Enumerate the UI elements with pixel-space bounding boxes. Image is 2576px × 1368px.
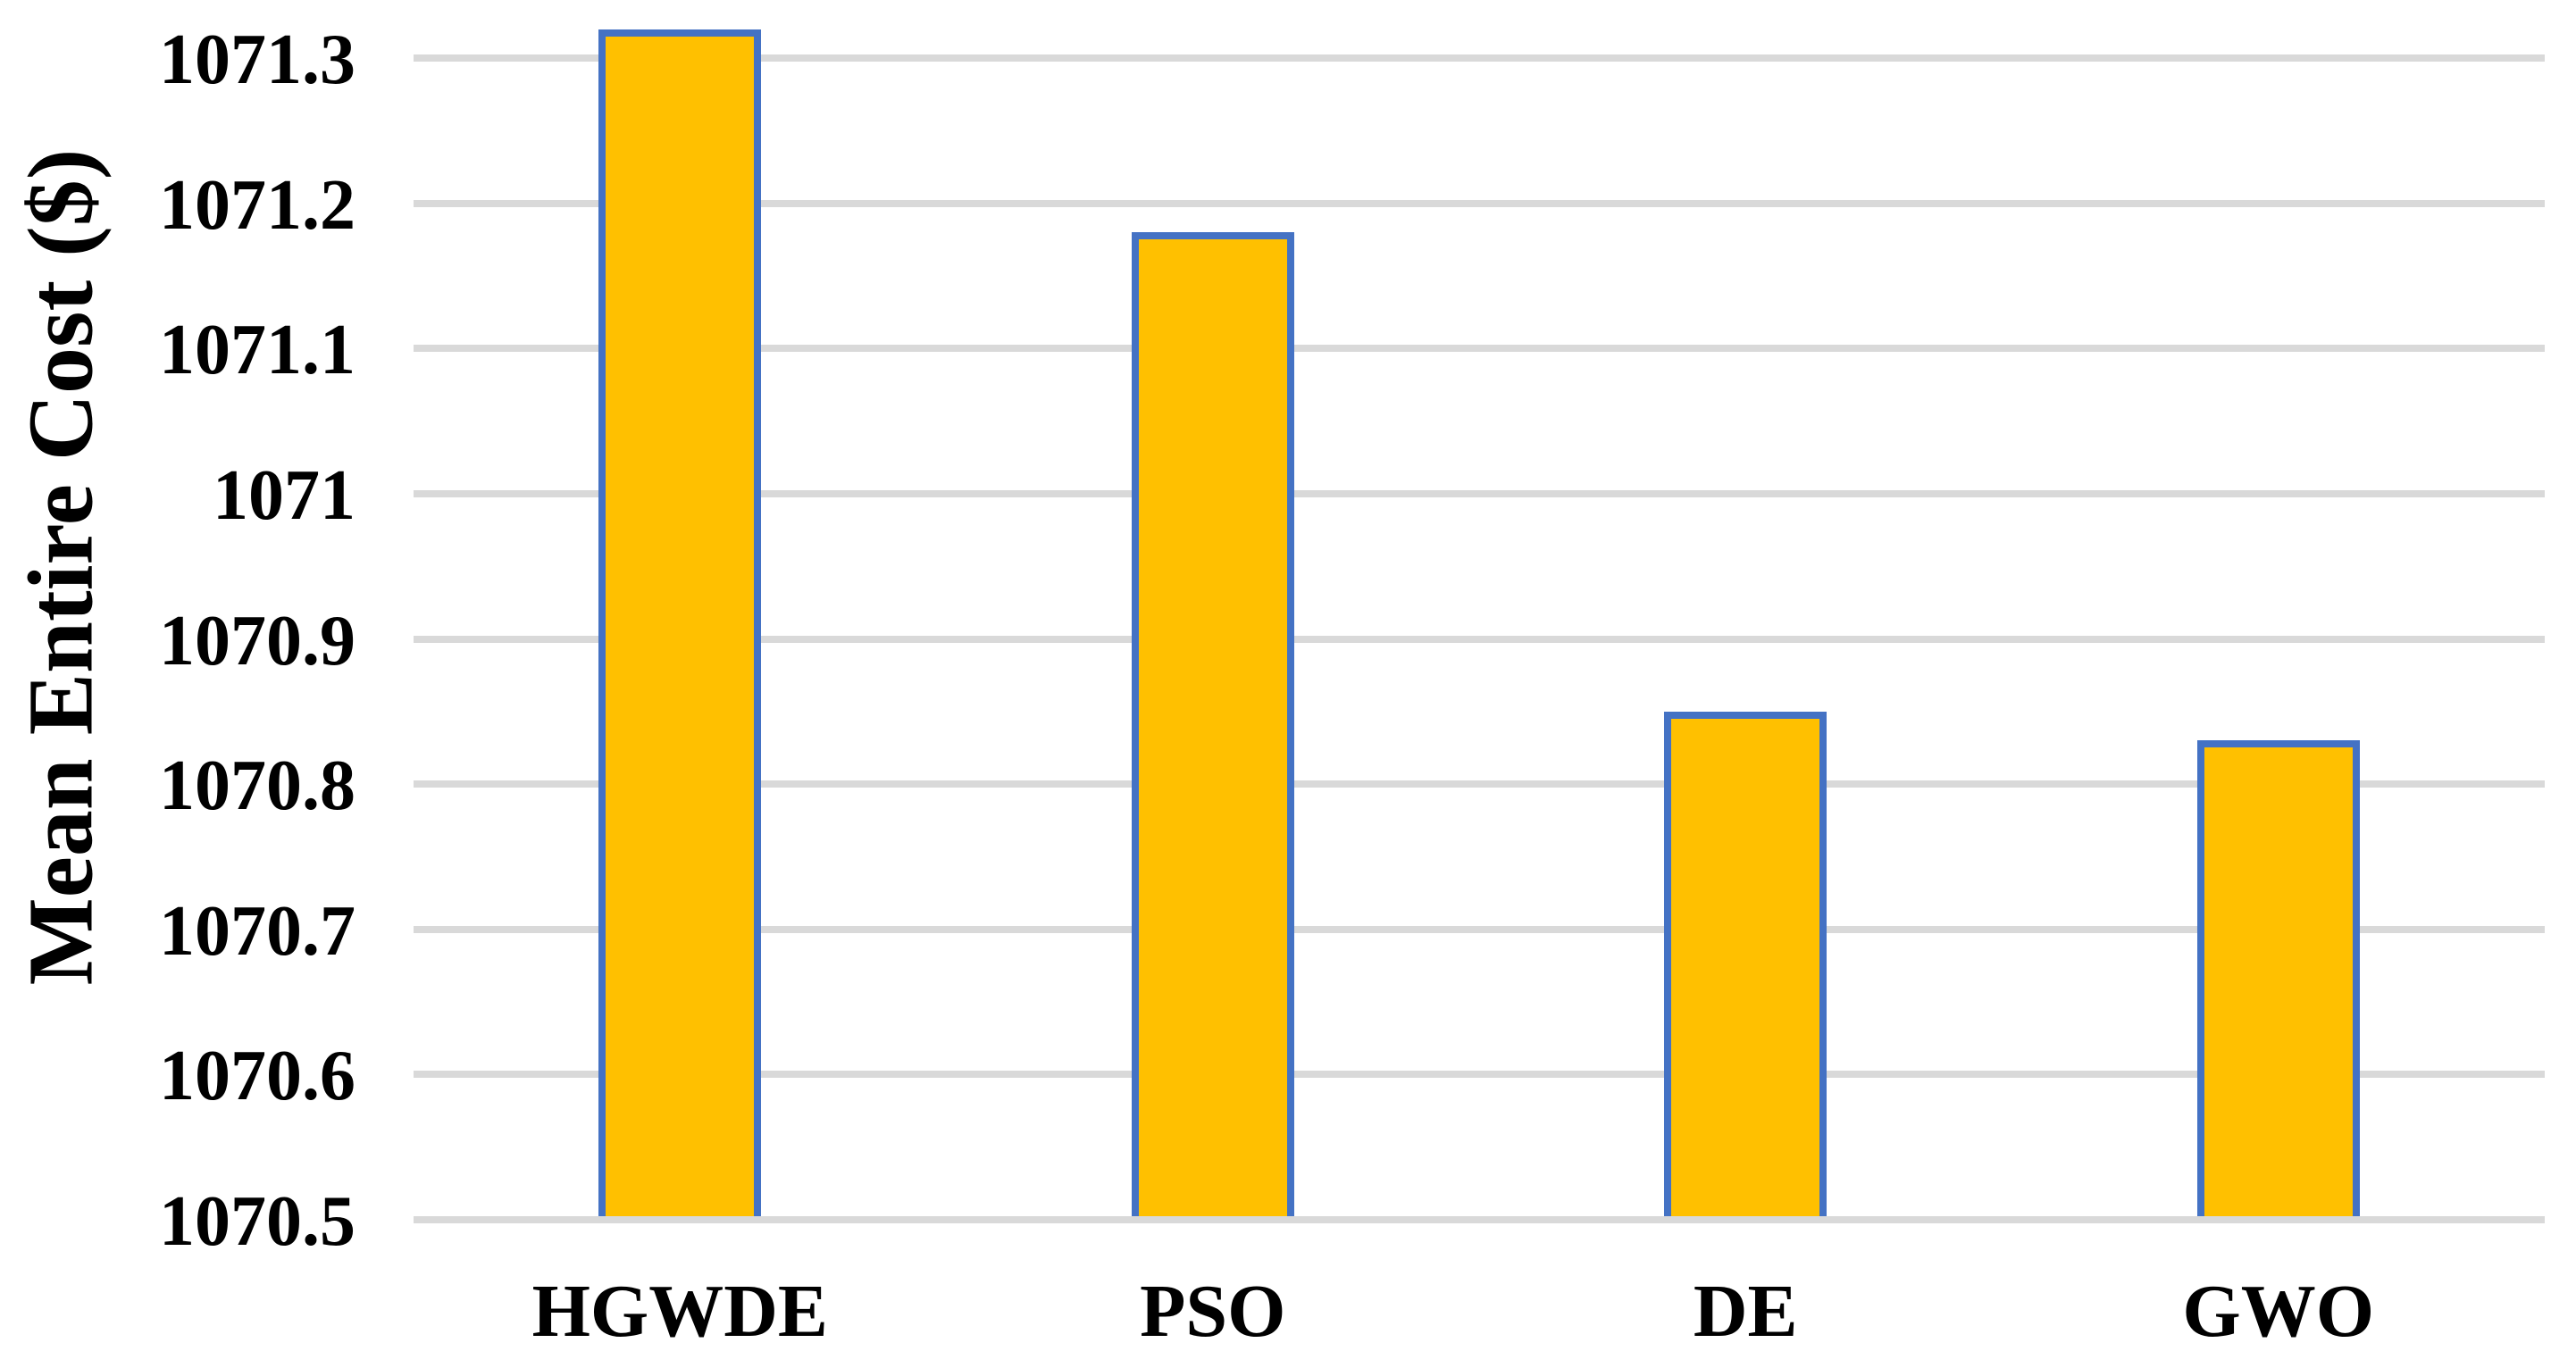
y-tick-label: 1070.6 bbox=[159, 1037, 355, 1116]
y-tick-label: 1070.9 bbox=[159, 601, 355, 680]
x-tick-label: DE bbox=[1693, 1270, 1798, 1353]
gridline bbox=[414, 490, 2545, 497]
y-tick-label: 1071.1 bbox=[159, 311, 355, 390]
gridline bbox=[414, 345, 2545, 353]
gridline bbox=[414, 1216, 2545, 1223]
y-tick-label: 1071.2 bbox=[159, 165, 355, 245]
y-axis-title: Mean Entire Cost ($) bbox=[9, 148, 113, 986]
gridline bbox=[414, 635, 2545, 643]
gridline bbox=[414, 199, 2545, 207]
bar-gwo bbox=[2196, 740, 2360, 1216]
bar-de bbox=[1664, 711, 1827, 1216]
bar-hgwde bbox=[598, 29, 762, 1216]
gridline bbox=[414, 54, 2545, 63]
x-tick-label: GWO bbox=[2182, 1270, 2375, 1353]
bar-pso bbox=[1131, 232, 1294, 1216]
y-tick-label: 1071 bbox=[213, 456, 355, 535]
gridline bbox=[414, 780, 2545, 788]
x-tick-label: HGWDE bbox=[531, 1270, 828, 1353]
y-tick-label: 1070.8 bbox=[159, 747, 355, 826]
gridline bbox=[414, 1071, 2545, 1079]
y-tick-label: 1070.7 bbox=[159, 891, 355, 971]
gridline bbox=[414, 925, 2545, 933]
y-tick-label: 1070.5 bbox=[159, 1182, 355, 1261]
x-tick-label: PSO bbox=[1140, 1270, 1286, 1353]
y-tick-label: 1071.3 bbox=[159, 21, 355, 100]
